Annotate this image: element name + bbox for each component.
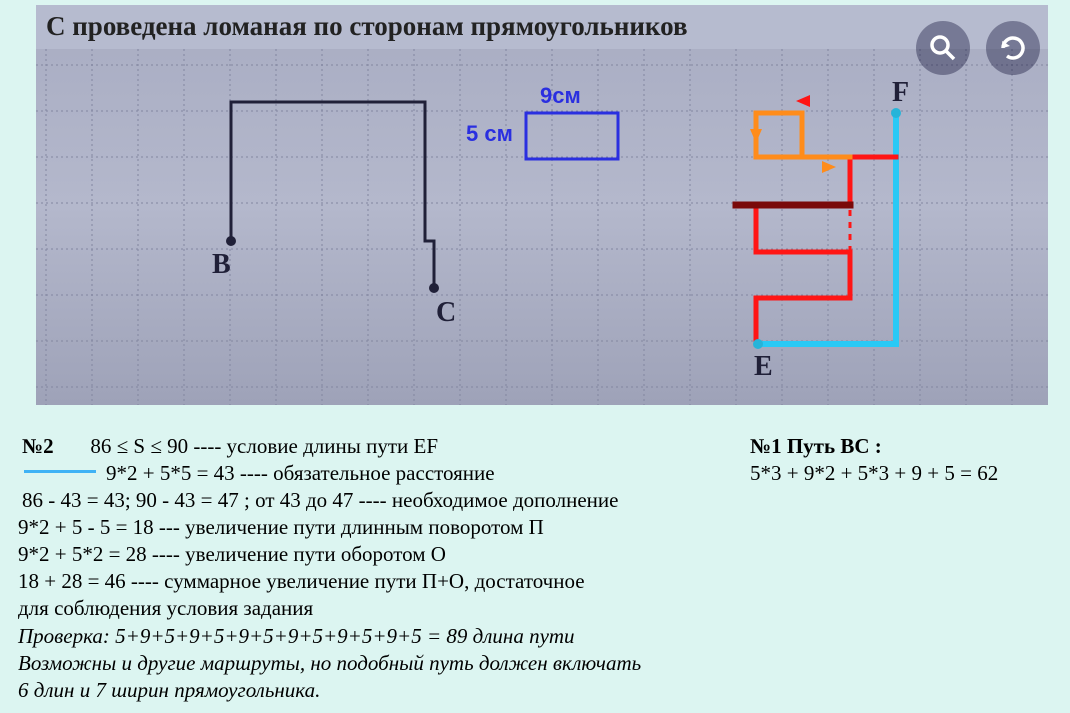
n2-line6: 18 + 28 = 46 ---- суммарное увеличение п…	[18, 567, 585, 595]
figure-svg: C проведена ломаная по сторонам прямоуго…	[36, 5, 1048, 405]
n2-line7: для соблюдения условия задания	[18, 594, 313, 622]
reload-button[interactable]	[986, 21, 1040, 75]
label-E: E	[754, 351, 773, 382]
n1-heading: №1 Путь BC :	[750, 432, 882, 460]
n1-calc: 5*3 + 9*2 + 5*3 + 9 + 5 = 62	[750, 459, 998, 487]
n2-line2: 9*2 + 5*5 = 43 ---- обязательное расстоя…	[106, 459, 495, 487]
label-C: C	[436, 297, 456, 328]
zoom-button[interactable]	[916, 21, 970, 75]
n2-condition: 86 ≤ S ≤ 90 ---- условие длины пути EF	[90, 434, 438, 458]
n2-note2: 6 длин и 7 ширин прямоугольника.	[18, 676, 320, 704]
unit-rect-left-label: 5 см	[466, 121, 513, 146]
n2-line3: 86 - 43 = 43; 90 - 43 = 47 ; от 43 до 47…	[22, 486, 618, 514]
reload-icon	[997, 32, 1029, 64]
worksheet-figure: C проведена ломаная по сторонам прямоуго…	[36, 5, 1048, 405]
n2-line4: 9*2 + 5 - 5 = 18 --- увеличение пути дли…	[18, 513, 544, 541]
label-F: F	[892, 77, 909, 108]
n2-label: №2	[22, 434, 54, 458]
n2-check: Проверка: 5+9+5+9+5+9+5+9+5+9+5+9+5 = 89…	[18, 622, 575, 650]
blue-underline	[24, 470, 96, 473]
label-B: B	[212, 249, 231, 280]
n2-line5: 9*2 + 5*2 = 28 ---- увеличение пути обор…	[18, 540, 446, 568]
n2-note1: Возможны и другие маршруты, но подобный …	[18, 649, 641, 677]
search-icon	[928, 33, 958, 63]
figure-header-text: C проведена ломаная по сторонам прямоуго…	[46, 11, 688, 41]
unit-rect-top-label: 9см	[540, 83, 581, 108]
n2-heading: №2 86 ≤ S ≤ 90 ---- условие длины пути E…	[22, 432, 438, 460]
